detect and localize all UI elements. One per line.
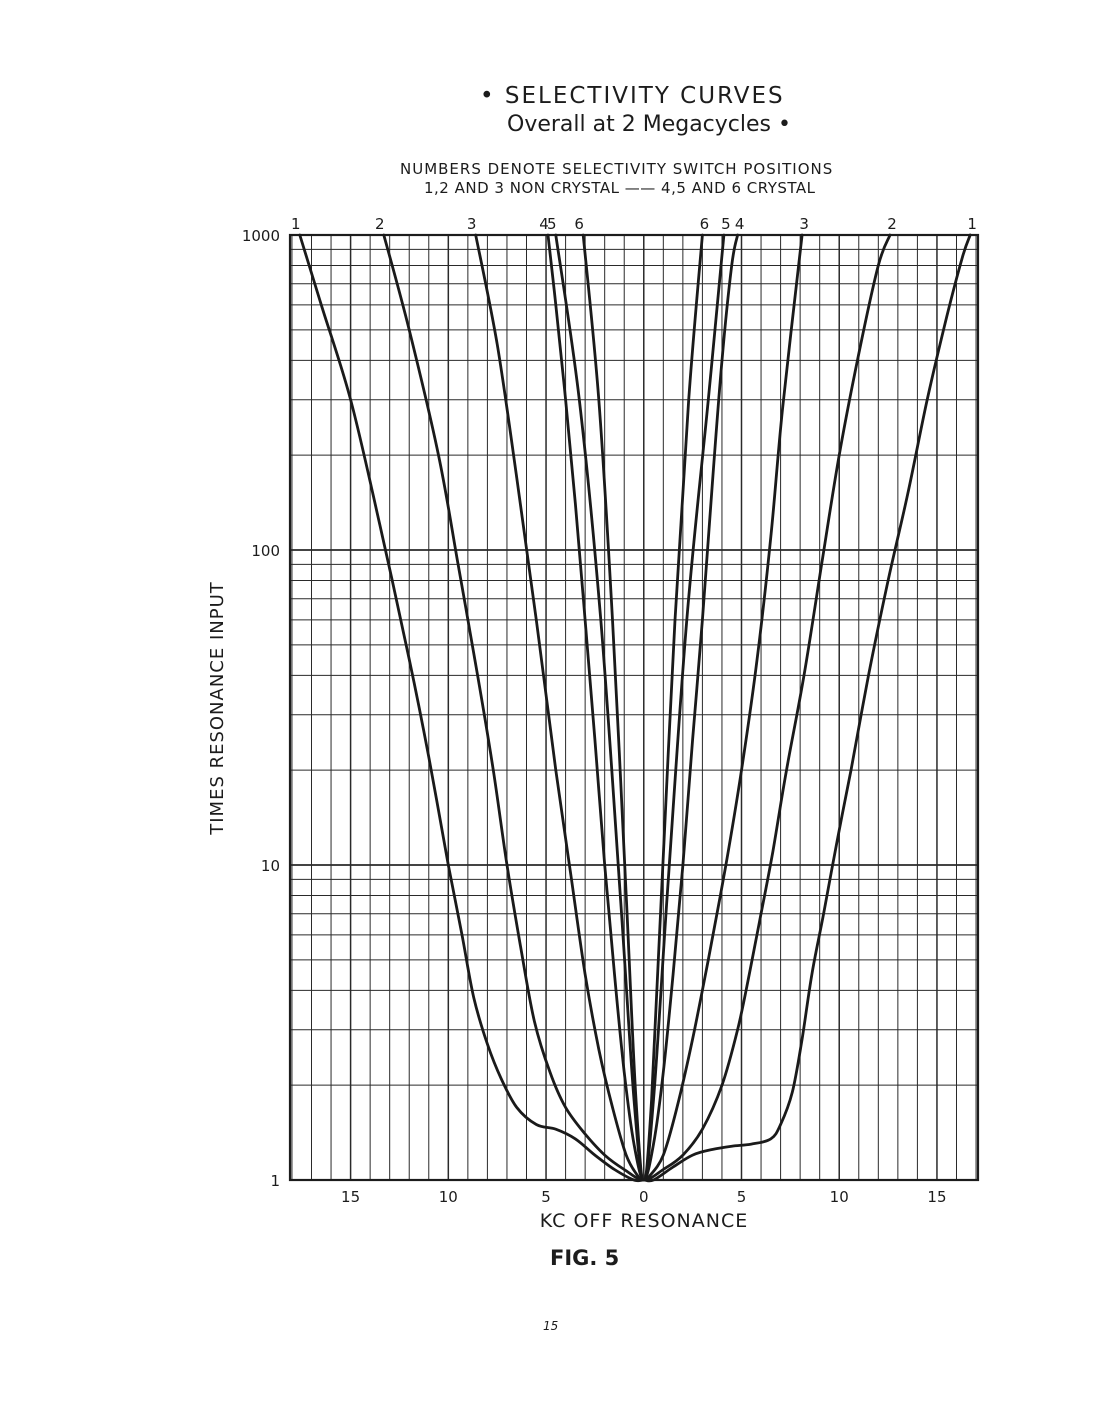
series-label-5-right: 5 [721, 215, 731, 233]
series-label-6-left: 6 [574, 215, 584, 233]
chart-title: • SELECTIVITY CURVES [480, 83, 785, 109]
chart-series [298, 233, 972, 1183]
x-tick-label: 10 [439, 1188, 458, 1206]
y-tick-label: 1000 [242, 227, 280, 245]
chart-subtitle: Overall at 2 Megacycles • [507, 112, 791, 137]
series-label-6-right: 6 [700, 215, 710, 233]
series-line-2 [382, 233, 892, 1182]
page-number: 15 [543, 1319, 559, 1333]
x-axis-label: KC OFF RESONANCE [540, 1210, 749, 1232]
x-tick-label: 0 [639, 1188, 649, 1206]
series-label-3-left: 3 [467, 215, 477, 233]
legend-note-line-1: NUMBERS DENOTE SELECTIVITY SWITCH POSITI… [400, 160, 834, 178]
series-label-4-left: 4 [539, 215, 549, 233]
series-line-3 [474, 233, 804, 1182]
series-label-1-right: 1 [967, 215, 977, 233]
x-tick-label: 5 [737, 1188, 747, 1206]
y-tick-label: 1 [270, 1172, 280, 1190]
series-label-5-left: 5 [547, 215, 557, 233]
series-line-1 [298, 233, 972, 1183]
series-label-2-left: 2 [375, 215, 385, 233]
x-tick-label: 5 [541, 1188, 551, 1206]
series-label-2-right: 2 [887, 215, 897, 233]
x-tick-label: 10 [830, 1188, 849, 1206]
series-label-4-right: 4 [735, 215, 745, 233]
y-axis-label: TIMES RESONANCE INPUT [207, 581, 228, 836]
series-label-1-left: 1 [291, 215, 301, 233]
figure-label: FIG. 5 [550, 1246, 620, 1270]
y-tick-label: 10 [261, 857, 280, 875]
series-line-6 [581, 233, 704, 1182]
series-label-3-right: 3 [799, 215, 809, 233]
x-tick-label: 15 [341, 1188, 360, 1206]
x-tick-label: 15 [927, 1188, 946, 1206]
series-line-5 [554, 233, 726, 1182]
y-tick-label: 100 [251, 542, 280, 560]
legend-note-line-2: 1,2 AND 3 NON CRYSTAL —— 4,5 AND 6 CRYST… [424, 179, 816, 197]
